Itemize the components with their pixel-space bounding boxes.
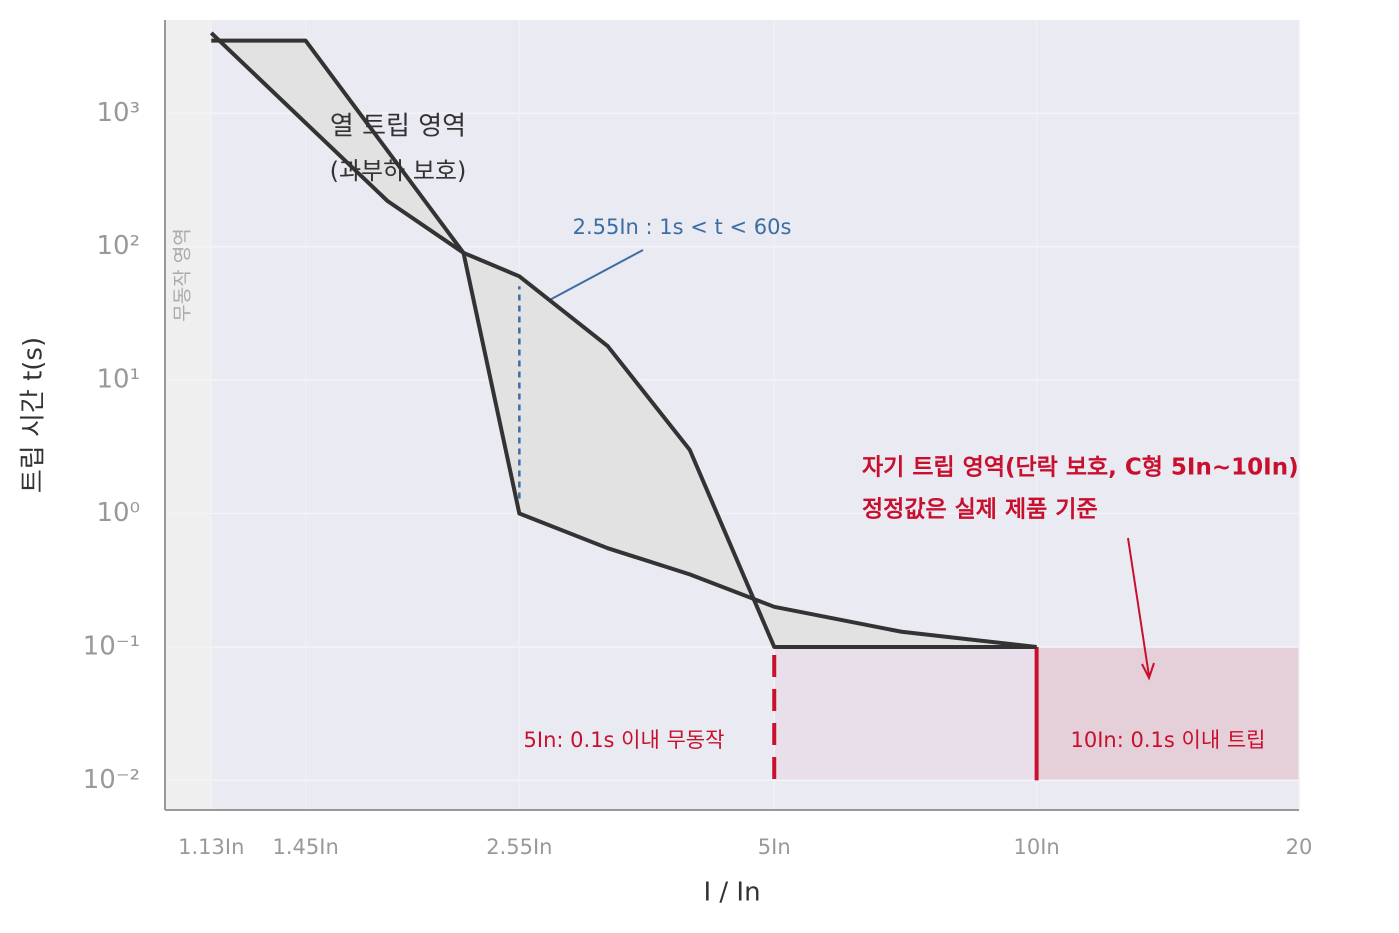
annotation: 정정값은 실제 제품 기준 — [862, 497, 1098, 523]
x-tick-label: 1.45In — [273, 835, 339, 859]
x-axis-label: I / In — [703, 878, 760, 908]
y-axis-label: 트립 시간 t(s) — [19, 337, 49, 493]
y-tick-label: 10⁻² — [83, 765, 140, 795]
annotation: 10In: 0.1s 이내 트립 — [1071, 728, 1266, 752]
trip-band — [211, 32, 1037, 647]
curve — [209, 31, 1037, 649]
annotation: 자기 트립 영역(단락 보호, C형 5In~10In) — [862, 455, 1299, 481]
annotation: (과부하 보호) — [330, 157, 467, 185]
annotation: 열 트립 영역 — [330, 112, 466, 142]
y-tick-label: 10¹ — [96, 365, 140, 395]
x-tick-label: 20 — [1286, 835, 1313, 859]
no-trip-band — [165, 20, 212, 810]
y-tick-label: 10³ — [96, 98, 140, 128]
annotation: 5In: 0.1s 이내 무동작 — [524, 728, 725, 752]
arrow — [1127, 537, 1150, 677]
y-tick-label: 10² — [96, 231, 140, 261]
curve — [211, 38, 1037, 649]
y-tick-label: 10⁰ — [96, 498, 140, 528]
arrow-head — [1141, 662, 1155, 681]
annotation: 2.55In : 1s < t < 60s — [573, 215, 792, 239]
magnetic-zone — [1036, 646, 1299, 781]
x-tick-label: 2.55In — [486, 835, 552, 859]
x-tick-label: 5In — [758, 835, 791, 859]
x-tick-label: 10In — [1013, 835, 1059, 859]
magnetic-zone — [774, 646, 1037, 781]
x-tick-label: 1.13In — [178, 835, 244, 859]
y-tick-label: 10⁻¹ — [83, 631, 140, 661]
annotation: 무동작 영역 — [172, 228, 194, 321]
